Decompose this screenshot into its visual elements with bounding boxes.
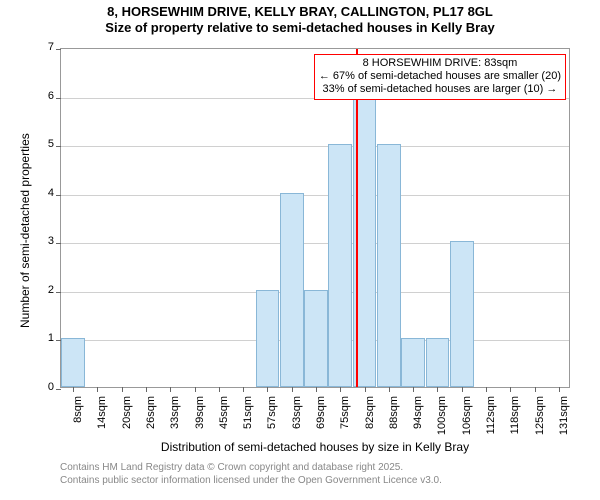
x-tick-label: 106sqm (461, 396, 473, 446)
histogram-bar (61, 338, 85, 387)
x-tick-label: 57sqm (266, 396, 278, 446)
x-tick-mark (146, 387, 147, 392)
y-tick-label: 5 (38, 138, 54, 150)
x-tick-mark (97, 387, 98, 392)
x-tick-mark (365, 387, 366, 392)
x-tick-label: 39sqm (194, 396, 206, 446)
x-tick-label: 75sqm (339, 396, 351, 446)
x-tick-label: 118sqm (509, 396, 521, 446)
x-tick-mark (437, 387, 438, 392)
x-tick-label: 8sqm (72, 396, 84, 446)
x-tick-label: 69sqm (315, 396, 327, 446)
gridline (61, 146, 569, 147)
y-tick-label: 7 (38, 41, 54, 53)
chart-container: 8, HORSEWHIM DRIVE, KELLY BRAY, CALLINGT… (0, 0, 600, 500)
annotation-line-2: ← 67% of semi-detached houses are smalle… (319, 70, 561, 83)
y-tick-mark (56, 389, 61, 390)
x-tick-mark (195, 387, 196, 392)
x-tick-label: 100sqm (436, 396, 448, 446)
x-tick-label: 125sqm (534, 396, 546, 446)
footer-attribution: Contains HM Land Registry data © Crown c… (60, 462, 442, 487)
x-tick-mark (535, 387, 536, 392)
x-tick-label: 112sqm (485, 396, 497, 446)
annotation-line-1: 8 HORSEWHIM DRIVE: 83sqm (319, 57, 561, 70)
x-tick-mark (462, 387, 463, 392)
x-tick-mark (486, 387, 487, 392)
histogram-bar (304, 290, 328, 387)
title-block: 8, HORSEWHIM DRIVE, KELLY BRAY, CALLINGT… (0, 0, 600, 37)
x-tick-mark (413, 387, 414, 392)
histogram-bar (401, 338, 425, 387)
x-tick-mark (219, 387, 220, 392)
y-tick-mark (56, 49, 61, 50)
y-tick-label: 3 (38, 235, 54, 247)
x-tick-label: 63sqm (291, 396, 303, 446)
histogram-bar (377, 144, 401, 387)
y-axis-label: Number of semi-detached properties (18, 133, 32, 328)
y-tick-label: 1 (38, 332, 54, 344)
x-tick-label: 26sqm (145, 396, 157, 446)
reference-line (356, 49, 358, 387)
annotation-line-3: 33% of semi-detached houses are larger (… (319, 83, 561, 96)
gridline (61, 195, 569, 196)
x-tick-mark (510, 387, 511, 392)
y-tick-label: 6 (38, 90, 54, 102)
title-line-2: Size of property relative to semi-detach… (0, 20, 600, 36)
histogram-bar (328, 144, 352, 387)
x-tick-mark (559, 387, 560, 392)
gridline (61, 243, 569, 244)
x-tick-mark (292, 387, 293, 392)
x-tick-label: 131sqm (558, 396, 570, 446)
footer-line-2: Contains public sector information licen… (60, 475, 442, 488)
x-tick-mark (243, 387, 244, 392)
x-tick-label: 88sqm (388, 396, 400, 446)
y-tick-mark (56, 195, 61, 196)
x-tick-label: 33sqm (169, 396, 181, 446)
y-tick-mark (56, 292, 61, 293)
y-tick-label: 2 (38, 284, 54, 296)
histogram-bar (450, 241, 474, 387)
x-tick-label: 94sqm (412, 396, 424, 446)
x-tick-mark (316, 387, 317, 392)
x-tick-label: 45sqm (218, 396, 230, 446)
histogram-bar (280, 193, 304, 387)
x-tick-label: 14sqm (96, 396, 108, 446)
footer-line-1: Contains HM Land Registry data © Crown c… (60, 462, 442, 475)
annotation-box: 8 HORSEWHIM DRIVE: 83sqm ← 67% of semi-d… (314, 54, 566, 100)
x-tick-label: 51sqm (242, 396, 254, 446)
x-tick-mark (340, 387, 341, 392)
histogram-bar (256, 290, 280, 387)
x-tick-mark (73, 387, 74, 392)
y-tick-mark (56, 243, 61, 244)
x-tick-mark (122, 387, 123, 392)
x-tick-mark (170, 387, 171, 392)
y-tick-label: 4 (38, 187, 54, 199)
histogram-bar (426, 338, 450, 387)
x-tick-label: 82sqm (364, 396, 376, 446)
title-line-1: 8, HORSEWHIM DRIVE, KELLY BRAY, CALLINGT… (0, 4, 600, 20)
y-tick-mark (56, 98, 61, 99)
x-tick-mark (267, 387, 268, 392)
y-tick-label: 0 (38, 381, 54, 393)
y-tick-mark (56, 146, 61, 147)
x-tick-label: 20sqm (121, 396, 133, 446)
x-tick-mark (389, 387, 390, 392)
